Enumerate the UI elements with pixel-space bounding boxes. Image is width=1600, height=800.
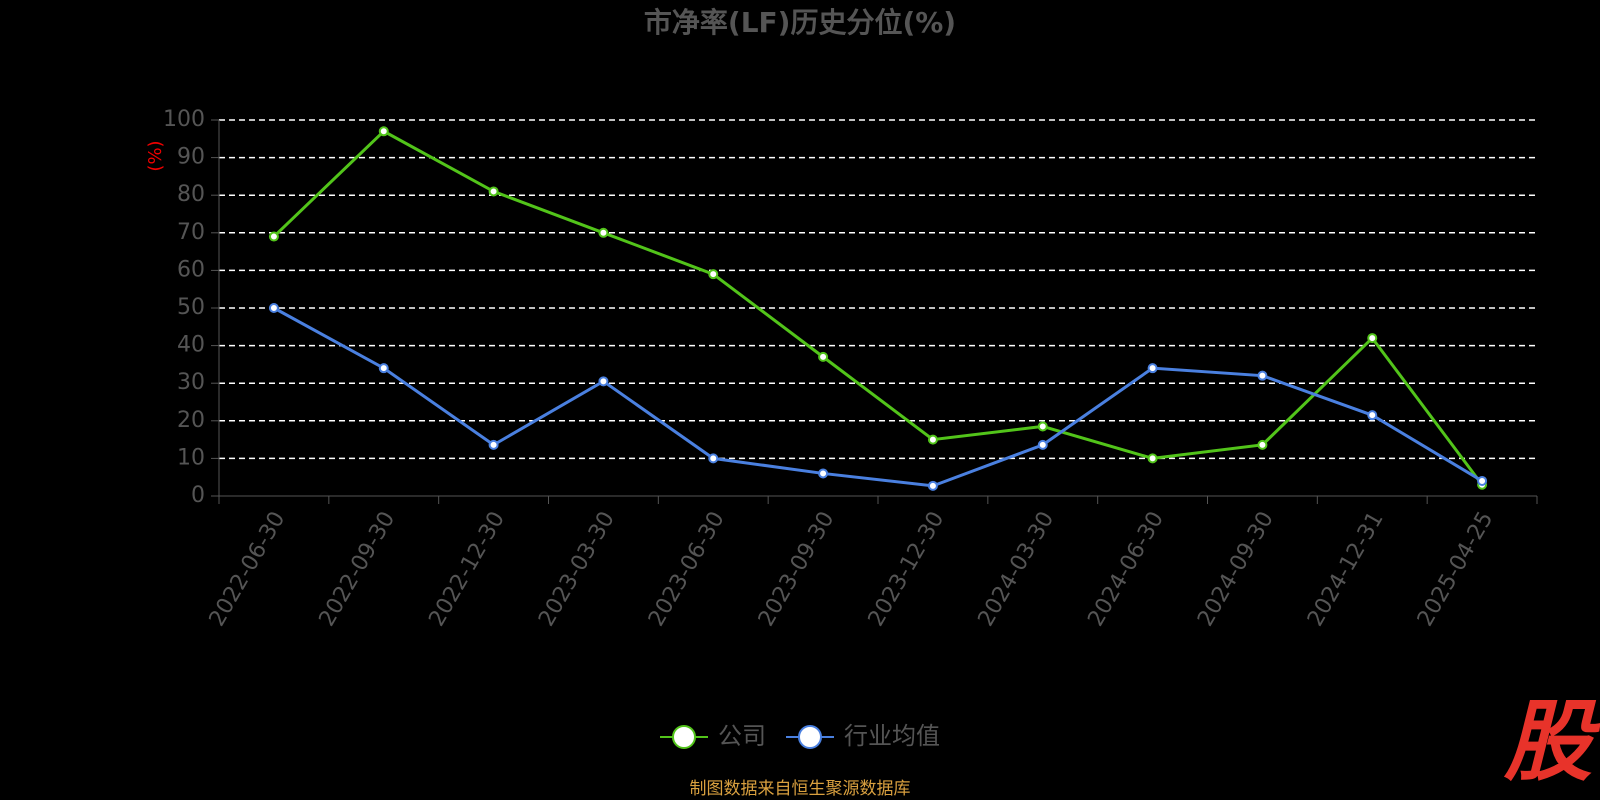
data-point — [818, 351, 829, 362]
data-point — [818, 468, 829, 479]
x-tick-label: 2022-06-30 — [205, 508, 291, 631]
data-point — [1367, 410, 1378, 421]
x-tick-label: 2023-03-30 — [534, 508, 620, 631]
y-tick-label: 60 — [177, 257, 205, 282]
data-point — [1037, 439, 1048, 450]
x-tick-label: 2023-09-30 — [754, 508, 840, 631]
data-point — [1477, 475, 1488, 486]
y-tick-label: 30 — [177, 370, 205, 395]
series-line — [273, 306, 1483, 488]
data-point — [488, 439, 499, 450]
legend-label: 公司 — [718, 722, 766, 750]
data-point — [378, 126, 389, 137]
data-point — [268, 303, 279, 313]
y-tick-label: 40 — [177, 333, 205, 358]
data-point — [1257, 370, 1268, 381]
y-tick-label: 90 — [177, 145, 205, 170]
logo: 股 — [1503, 690, 1600, 793]
data-point — [1037, 421, 1048, 432]
x-tick-label: 2024-06-30 — [1083, 508, 1169, 631]
data-point — [598, 376, 609, 387]
data-point — [927, 434, 938, 445]
x-tick-label: 2025-04-25 — [1413, 508, 1499, 631]
y-tick-label: 0 — [191, 483, 205, 508]
data-point — [268, 231, 279, 242]
y-tick-label: 50 — [177, 295, 205, 320]
data-point — [708, 269, 719, 280]
x-tick-label: 2023-06-30 — [644, 508, 730, 631]
x-tick-label: 2024-12-31 — [1303, 508, 1389, 631]
data-point — [1147, 453, 1158, 464]
data-point — [1367, 333, 1378, 344]
data-point — [927, 480, 938, 491]
y-tick-label: 20 — [177, 408, 205, 433]
x-tick-label: 2024-03-30 — [974, 508, 1060, 631]
y-tick-label: 80 — [177, 182, 205, 207]
data-point — [598, 227, 609, 238]
x-tick-label: 2024-09-30 — [1193, 508, 1279, 631]
y-axis-label: (%) — [145, 140, 166, 171]
data-point — [1147, 363, 1158, 374]
data-point — [488, 186, 499, 197]
legend-label: 行业均值 — [844, 722, 940, 750]
x-tick-label: 2022-09-30 — [315, 508, 401, 631]
y-tick-label: 70 — [177, 220, 205, 245]
y-tick-label: 10 — [177, 445, 205, 470]
legend-marker — [798, 725, 822, 749]
series-line — [272, 129, 1484, 486]
chart-title: 市净率(LF)历史分位(%) — [644, 6, 956, 39]
data-point — [708, 453, 719, 464]
data-point — [1257, 439, 1268, 450]
x-tick-label: 2023-12-30 — [864, 508, 950, 631]
x-tick-label: 2022-12-30 — [424, 508, 510, 631]
legend-marker — [672, 725, 696, 749]
y-tick-label: 100 — [163, 107, 205, 132]
source-note: 制图数据来自恒生聚源数据库 — [690, 779, 911, 799]
data-point — [378, 363, 389, 374]
